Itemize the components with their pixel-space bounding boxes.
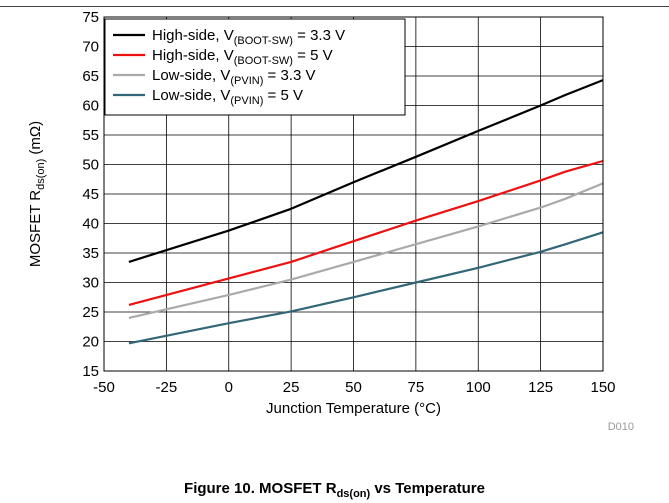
figure-code-label: D010 (608, 421, 634, 433)
y-tick-label-4: 35 (82, 245, 99, 262)
tick-labels: -50 -25 0 25 50 75 100 125 150 15 20 25 30 35 40 45 50 55… (82, 9, 615, 396)
y-tick-label-12: 75 (82, 9, 99, 26)
series-line-0 (128, 79, 604, 263)
y-tick-label-11: 70 (82, 39, 99, 56)
x-tick-label-5: 75 (408, 379, 425, 396)
x-tick-label-0: -50 (93, 379, 115, 396)
legend-label-3: Low-side, V(PVIN) = 5 V (152, 87, 303, 107)
y-tick-label-0: 15 (82, 363, 99, 380)
line-chart: -50 -25 0 25 50 75 100 125 150 15 20 25 30 35 40 45 50 55… (27, 9, 634, 433)
y-tick-label-6: 45 (82, 186, 99, 203)
x-tick-label-6: 100 (466, 379, 491, 396)
y-tick-label-10: 65 (82, 68, 99, 85)
x-tick-label-2: 0 (225, 379, 233, 396)
y-tick-label-2: 25 (82, 304, 99, 321)
legend-label-2: Low-side, V(PVIN) = 3.3 V (152, 67, 316, 87)
y-tick-label-1: 20 (82, 334, 99, 351)
series-line-1 (128, 159, 604, 306)
y-axis-title: MOSFET Rds(on) (mΩ) (27, 121, 47, 267)
plot-frame (103, 16, 604, 372)
y-tick-label-8: 55 (82, 127, 99, 144)
y-tick-label-9: 60 (82, 98, 99, 115)
x-tick-label-4: 50 (345, 379, 362, 396)
x-tick-label-7: 125 (528, 379, 553, 396)
y-tick-label-5: 40 (82, 216, 99, 233)
x-tick-label-1: -25 (156, 379, 178, 396)
x-axis-title: Junction Temperature (°C) (266, 400, 441, 417)
legend-label-1: High-side, V(BOOT-SW) = 5 V (152, 47, 333, 67)
x-tick-label-8: 150 (590, 379, 615, 396)
series-line-2 (128, 182, 604, 319)
series-lines (128, 79, 604, 345)
x-tick-label-3: 25 (283, 379, 300, 396)
legend-box (104, 18, 406, 116)
top-rule (0, 6, 669, 7)
legend: High-side, V(BOOT-SW) = 3.3 VHigh-side, … (104, 18, 406, 116)
series-line-3 (128, 231, 604, 345)
legend-label-0: High-side, V(BOOT-SW) = 3.3 V (152, 27, 345, 47)
figure-caption: Figure 10. MOSFET Rds(on) vs Temperature (184, 480, 485, 500)
y-tick-label-7: 50 (82, 157, 99, 174)
y-tick-label-3: 30 (82, 275, 99, 292)
